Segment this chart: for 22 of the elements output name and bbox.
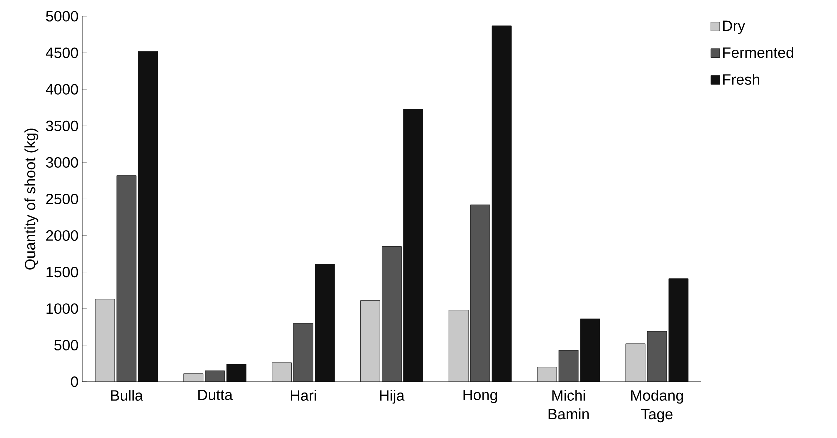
x-tick-label: Hija [380,390,405,404]
y-tick-label: 1500 [46,267,78,278]
y-tick-label: 2000 [46,230,78,242]
x-tick-label: Hong [464,390,498,404]
x-tick-label: Michi Bamin [548,390,589,420]
y-tick-label: 2500 [46,194,78,205]
y-tick-label: 4500 [46,48,78,58]
y-axis-title: Quantity of shoot (kg) [24,128,39,270]
legend-label: Dry [723,20,746,34]
x-tick-label: Modang Tage [631,390,684,423]
y-tick-label: 3500 [46,120,78,132]
legend-label: Fresh [723,74,760,86]
x-tick-label: Bulla [111,390,144,402]
y-tick-label: 5000 [46,11,78,22]
y-tick-label: 3000 [46,157,78,168]
y-tick-label: 4000 [46,84,78,95]
x-tick-label: Hari [291,390,316,402]
y-tick-label: 500 [54,340,78,351]
y-tick-label: 0 [71,376,78,388]
x-tick-label: Dutta [198,390,233,400]
legend-label: Fermented [723,47,794,58]
y-tick-label: 1000 [46,304,78,314]
